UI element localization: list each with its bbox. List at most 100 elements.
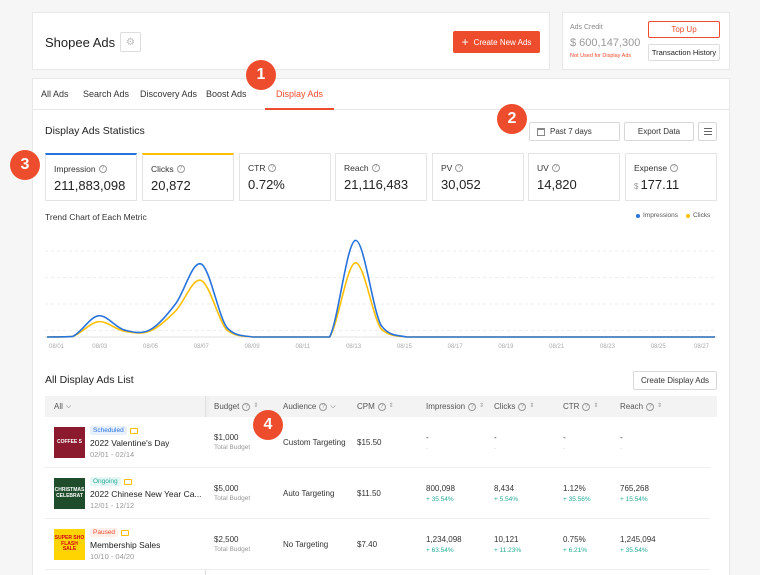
metric-pv[interactable]: PV? 30,052: [432, 153, 524, 201]
clicks-change: + 11.23%: [494, 547, 522, 554]
ad-thumbnail: SUPER SHO FLASH SALE: [54, 529, 85, 560]
series-line-impressions: [46, 239, 715, 338]
ad-name[interactable]: Membership Sales: [90, 540, 161, 550]
impression-change: -: [426, 445, 429, 452]
ad-name[interactable]: 2022 Chinese New Year Ca...: [90, 489, 202, 499]
metric-value: 177.11: [640, 177, 680, 192]
sort-icon: ⇕: [657, 403, 663, 409]
legend-clicks[interactable]: Clicks: [686, 212, 710, 219]
budget-type: Total Budget: [214, 495, 251, 502]
ctr-value: -: [563, 433, 566, 442]
col-ctr[interactable]: CTR? ⇕: [563, 396, 598, 417]
cpm-value: $11.50: [357, 489, 381, 498]
x-tick-label: 08/01: [49, 344, 65, 350]
help-icon[interactable]: ?: [670, 164, 679, 172]
tab-boost-ads[interactable]: Boost Ads: [206, 89, 247, 99]
menu-button[interactable]: [698, 122, 717, 141]
metric-label: Reach: [344, 163, 369, 173]
message-icon[interactable]: [121, 529, 130, 536]
metric-impression[interactable]: Impression? 211,883,098: [45, 153, 137, 201]
help-icon[interactable]: ?: [551, 164, 560, 172]
status-badge: Paused: [90, 528, 119, 537]
budget-value: $2,500: [214, 535, 239, 544]
help-icon[interactable]: ?: [371, 164, 380, 172]
legend-impressions[interactable]: Impressions: [636, 212, 678, 219]
sort-icon: ⇕: [253, 403, 259, 409]
metric-value: 0.72%: [248, 177, 285, 192]
tab-search-ads[interactable]: Search Ads: [83, 89, 130, 99]
col-reach[interactable]: Reach? ⇕: [620, 396, 662, 417]
transaction-history-button[interactable]: Transaction History: [648, 44, 720, 61]
metric-expense[interactable]: Expense? $177.11: [625, 153, 717, 201]
create-new-ads-button[interactable]: + Create New Ads: [453, 31, 540, 53]
col-audience[interactable]: Audience? ⌵: [283, 396, 336, 417]
budget-value: $5,000: [214, 484, 239, 493]
ctr-change: -: [563, 445, 566, 452]
impression-change: + 63.54%: [426, 547, 454, 554]
metric-label: Expense: [634, 163, 668, 173]
ad-dates: 02/01 - 02/14: [90, 450, 135, 459]
help-icon: ?: [242, 402, 251, 411]
ctr-value: 0.75%: [563, 535, 586, 544]
col-budget[interactable]: Budget? ⇕: [214, 396, 258, 417]
calendar-icon: [537, 127, 545, 136]
reach-value: 765,268: [620, 484, 649, 493]
ad-name[interactable]: 2022 Valentine's Day: [90, 438, 170, 448]
cpm-value: $15.50: [357, 438, 382, 447]
metric-label: PV: [441, 163, 453, 173]
ctr-value: 1.12%: [563, 484, 586, 493]
ad-dates: 12/01 - 12/12: [90, 501, 135, 510]
metric-clicks[interactable]: Clicks? 20,872: [142, 153, 234, 201]
plus-icon: +: [461, 35, 469, 49]
help-icon: ?: [582, 402, 591, 411]
header-card: Shopee Ads ⚙ + Create New Ads: [32, 12, 550, 70]
top-up-button[interactable]: Top Up: [648, 21, 720, 38]
x-tick-label: 08/05: [143, 344, 159, 350]
col-impression[interactable]: Impression? ⇕: [426, 396, 484, 417]
impression-value: 800,098: [426, 484, 455, 493]
stats-title: Display Ads Statistics: [45, 125, 145, 137]
tab-display-ads[interactable]: Display Ads: [265, 79, 334, 110]
reach-value: 1,245,094: [620, 535, 656, 544]
audience-value: Custom Targeting: [283, 438, 346, 447]
help-icon[interactable]: ?: [268, 164, 277, 172]
help-icon: ?: [646, 402, 655, 411]
export-data-button[interactable]: Export Data: [624, 122, 694, 141]
message-icon[interactable]: [129, 427, 138, 434]
settings-button[interactable]: ⚙: [120, 32, 141, 52]
metric-value: 14,820: [537, 177, 577, 192]
audience-value: No Targeting: [283, 540, 329, 549]
metric-uv[interactable]: UV? 14,820: [528, 153, 620, 201]
budget-type: Total Budget: [214, 444, 251, 451]
metric-value: 20,872: [151, 178, 191, 193]
tab-discovery-ads[interactable]: Discovery Ads: [140, 89, 198, 99]
table-row[interactable]: COFFEE S Scheduled 2022 Valentine's Day …: [45, 417, 710, 468]
help-icon[interactable]: ?: [98, 165, 107, 173]
budget-value: $1,000: [214, 433, 239, 442]
ads-credit-card: Ads Credit $ 600,147,300 Not Used for Di…: [562, 12, 730, 70]
table-row[interactable]: SUPER SHO FLASH SALE Paused Membership S…: [45, 519, 710, 570]
help-icon[interactable]: ?: [176, 165, 185, 173]
tab-all-ads[interactable]: All Ads: [41, 89, 69, 99]
page-title: Shopee Ads: [45, 35, 116, 50]
col-clicks[interactable]: Clicks? ⇕: [494, 396, 534, 417]
metric-reach[interactable]: Reach? 21,116,483: [335, 153, 427, 201]
message-icon[interactable]: [123, 478, 132, 485]
filter-dropdown[interactable]: All ⌵: [54, 396, 71, 417]
ads-credit-label: Ads Credit: [570, 24, 603, 31]
date-range-picker[interactable]: Past 7 days: [529, 122, 620, 141]
help-icon[interactable]: ?: [455, 164, 464, 172]
ads-credit-note: Not Used for Display Ads: [570, 53, 632, 59]
clicks-change: -: [494, 445, 497, 452]
trend-chart: 08/01 08/03 08/05 08/07 08/09 08/11 08/13 08/15…: [45, 239, 717, 350]
currency-symbol: $: [634, 182, 639, 191]
metric-ctr[interactable]: CTR? 0.72%: [239, 153, 331, 201]
col-cpm[interactable]: CPM? ⇕: [357, 396, 394, 417]
table-row[interactable]: CHRISTMAS CELEBRAT Ongoing 2022 Chinese …: [45, 468, 710, 519]
create-new-ads-label: Create New Ads: [473, 37, 532, 47]
list-title: All Display Ads List: [45, 374, 134, 386]
gear-icon: ⚙: [126, 36, 135, 48]
reach-change: -: [620, 445, 623, 452]
create-display-ads-button[interactable]: Create Display Ads: [633, 371, 717, 390]
x-tick-label: 08/17: [448, 344, 464, 350]
